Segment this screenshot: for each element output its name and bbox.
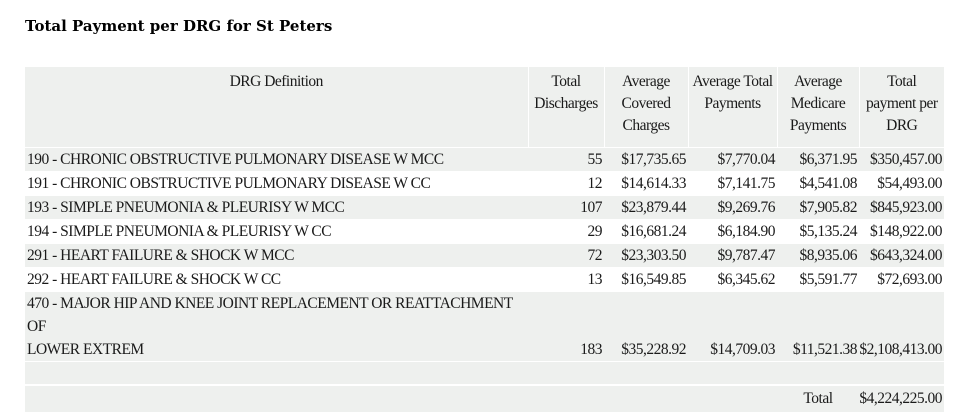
table-row: 194 - SIMPLE PNEUMONIA & PLEURISY W CC 2…: [25, 220, 944, 244]
medicare-payments-cell: $11,521.38: [777, 292, 859, 362]
discharges-cell: 12: [528, 172, 604, 196]
medicare-payments-cell: $5,135.24: [777, 220, 859, 244]
header-text-line: Charges: [622, 117, 669, 134]
total-label: Total: [777, 385, 859, 412]
empty-cell: [777, 362, 859, 386]
header-text-line: Discharges: [534, 95, 598, 112]
payment-per-drg-cell: $643,324.00: [859, 244, 944, 268]
empty-cell: [688, 385, 777, 412]
discharges-cell: 29: [528, 220, 604, 244]
total-payments-cell: $7,141.75: [688, 172, 777, 196]
drg-payment-table: DRG Definition Total Discharges Average …: [25, 67, 944, 412]
total-payments-cell: $9,787.47: [688, 244, 777, 268]
header-total-discharges: Total Discharges: [528, 67, 604, 148]
discharges-cell: 13: [528, 268, 604, 292]
header-text-line: Payments: [790, 117, 846, 134]
drg-definition-cell: 292 - HEART FAILURE & SHOCK W CC: [25, 268, 528, 292]
discharges-cell: 55: [528, 148, 604, 172]
empty-cell: [688, 362, 777, 386]
header-row: DRG Definition Total Discharges Average …: [25, 67, 944, 148]
total-payments-cell: $7,770.04: [688, 148, 777, 172]
table-row: 193 - SIMPLE PNEUMONIA & PLEURISY W MCC …: [25, 196, 944, 220]
header-average-total-payments: Average Total Payments: [688, 67, 777, 148]
page-title: Total Payment per DRG for St Peters: [25, 17, 332, 35]
covered-charges-cell: $14,614.33: [604, 172, 688, 196]
payment-per-drg-cell: $350,457.00: [859, 148, 944, 172]
covered-charges-cell: $16,681.24: [604, 220, 688, 244]
drg-definition-cell: 291 - HEART FAILURE & SHOCK W MCC: [25, 244, 528, 268]
table-row: 292 - HEART FAILURE & SHOCK W CC 13 $16,…: [25, 268, 944, 292]
empty-cell: [528, 385, 604, 412]
empty-cell: [604, 362, 688, 386]
header-text-line: Total: [887, 73, 916, 90]
payment-per-drg-cell: $72,693.00: [859, 268, 944, 292]
medicare-payments-cell: $5,591.77: [777, 268, 859, 292]
discharges-cell: 183: [528, 292, 604, 362]
drg-definition-line: 470 - MAJOR HIP AND KNEE JOINT REPLACEME…: [27, 295, 512, 335]
empty-cell: [859, 362, 944, 386]
header-text-line: Payments: [704, 95, 760, 112]
payment-per-drg-cell: $2,108,413.00: [859, 292, 944, 362]
covered-charges-cell: $35,228.92: [604, 292, 688, 362]
table-row: 191 - CHRONIC OBSTRUCTIVE PULMONARY DISE…: [25, 172, 944, 196]
header-drg-definition-label: DRG Definition: [230, 73, 323, 90]
header-average-covered-charges: Average Covered Charges: [604, 67, 688, 148]
drg-definition-line: LOWER EXTREM: [27, 341, 144, 358]
payment-per-drg-cell: $148,922.00: [859, 220, 944, 244]
covered-charges-cell: $23,303.50: [604, 244, 688, 268]
discharges-cell: 72: [528, 244, 604, 268]
header-text-line: payment per: [866, 95, 938, 112]
header-text-line: Average Total: [692, 73, 772, 90]
drg-payment-table-container: DRG Definition Total Discharges Average …: [25, 67, 944, 412]
drg-definition-cell: 194 - SIMPLE PNEUMONIA & PLEURISY W CC: [25, 220, 528, 244]
drg-definition-cell: 190 - CHRONIC OBSTRUCTIVE PULMONARY DISE…: [25, 148, 528, 172]
payment-per-drg-cell: $845,923.00: [859, 196, 944, 220]
medicare-payments-cell: $8,935.06: [777, 244, 859, 268]
empty-cell: [25, 362, 528, 386]
covered-charges-cell: $16,549.85: [604, 268, 688, 292]
header-average-medicare-payments: Average Medicare Payments: [777, 67, 859, 148]
header-text-line: Medicare: [791, 95, 846, 112]
total-row: Total $4,224,225.00: [25, 385, 944, 412]
total-payments-cell: $9,269.76: [688, 196, 777, 220]
header-text-line: Total: [551, 73, 580, 90]
payment-per-drg-cell: $54,493.00: [859, 172, 944, 196]
header-text-line: Covered: [621, 95, 670, 112]
empty-cell: [25, 385, 528, 412]
drg-definition-cell: 191 - CHRONIC OBSTRUCTIVE PULMONARY DISE…: [25, 172, 528, 196]
header-drg-definition: DRG Definition: [25, 67, 528, 148]
empty-cell: [528, 362, 604, 386]
medicare-payments-cell: $4,541.08: [777, 172, 859, 196]
covered-charges-cell: $17,735.65: [604, 148, 688, 172]
table-header: DRG Definition Total Discharges Average …: [25, 67, 944, 148]
grand-total-value: $4,224,225.00: [859, 385, 944, 412]
discharges-cell: 107: [528, 196, 604, 220]
total-payments-cell: $6,184.90: [688, 220, 777, 244]
header-text-line: Average: [794, 73, 842, 90]
empty-cell: [604, 385, 688, 412]
total-payments-cell: $6,345.62: [688, 268, 777, 292]
medicare-payments-cell: $6,371.95: [777, 148, 859, 172]
medicare-payments-cell: $7,905.82: [777, 196, 859, 220]
total-payments-cell: $14,709.03: [688, 292, 777, 362]
header-text-line: Average: [622, 73, 670, 90]
header-text-line: DRG: [886, 117, 917, 134]
drg-definition-cell: 470 - MAJOR HIP AND KNEE JOINT REPLACEME…: [25, 292, 528, 362]
drg-definition-cell: 193 - SIMPLE PNEUMONIA & PLEURISY W MCC: [25, 196, 528, 220]
header-total-payment-per-drg: Total payment per DRG: [859, 67, 944, 148]
table-body: 190 - CHRONIC OBSTRUCTIVE PULMONARY DISE…: [25, 148, 944, 412]
table-row: 291 - HEART FAILURE & SHOCK W MCC 72 $23…: [25, 244, 944, 268]
covered-charges-cell: $23,879.44: [604, 196, 688, 220]
spacer-row: [25, 362, 944, 386]
table-row: 470 - MAJOR HIP AND KNEE JOINT REPLACEME…: [25, 292, 944, 362]
table-row: 190 - CHRONIC OBSTRUCTIVE PULMONARY DISE…: [25, 148, 944, 172]
